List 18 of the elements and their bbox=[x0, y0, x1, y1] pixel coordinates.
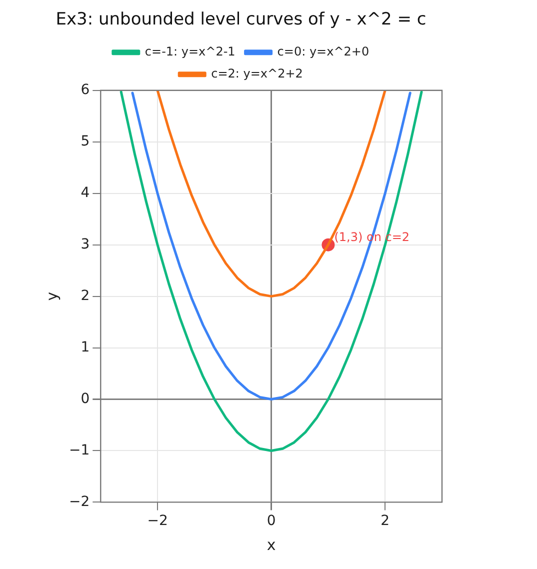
y-tick-label: −1 bbox=[68, 442, 90, 458]
y-tick-label: 2 bbox=[80, 288, 90, 304]
y-tick-label: 5 bbox=[80, 134, 90, 150]
y-axis-title: y bbox=[42, 292, 61, 301]
x-tick-label: 2 bbox=[380, 513, 390, 530]
x-tick-label: 0 bbox=[266, 513, 276, 530]
y-tick-label: −2 bbox=[68, 494, 90, 510]
x-axis-title: x bbox=[266, 536, 276, 554]
legend-label: c=-1: y=x^2-1 bbox=[144, 44, 236, 59]
y-tick-label: 6 bbox=[80, 82, 90, 98]
y-tick-label: 1 bbox=[80, 339, 90, 356]
y-tick-label: 3 bbox=[80, 236, 90, 252]
chart-title: Ex3: unbounded level curves of y - x^2 = c bbox=[56, 10, 426, 30]
legend-label: c=0: y=x^2+0 bbox=[277, 44, 370, 59]
y-tick-label: 0 bbox=[80, 390, 90, 407]
legend-label: c=2: y=x^2+2 bbox=[211, 66, 303, 81]
x-tick-label: −2 bbox=[147, 513, 168, 530]
y-tick-label: 4 bbox=[80, 184, 90, 201]
